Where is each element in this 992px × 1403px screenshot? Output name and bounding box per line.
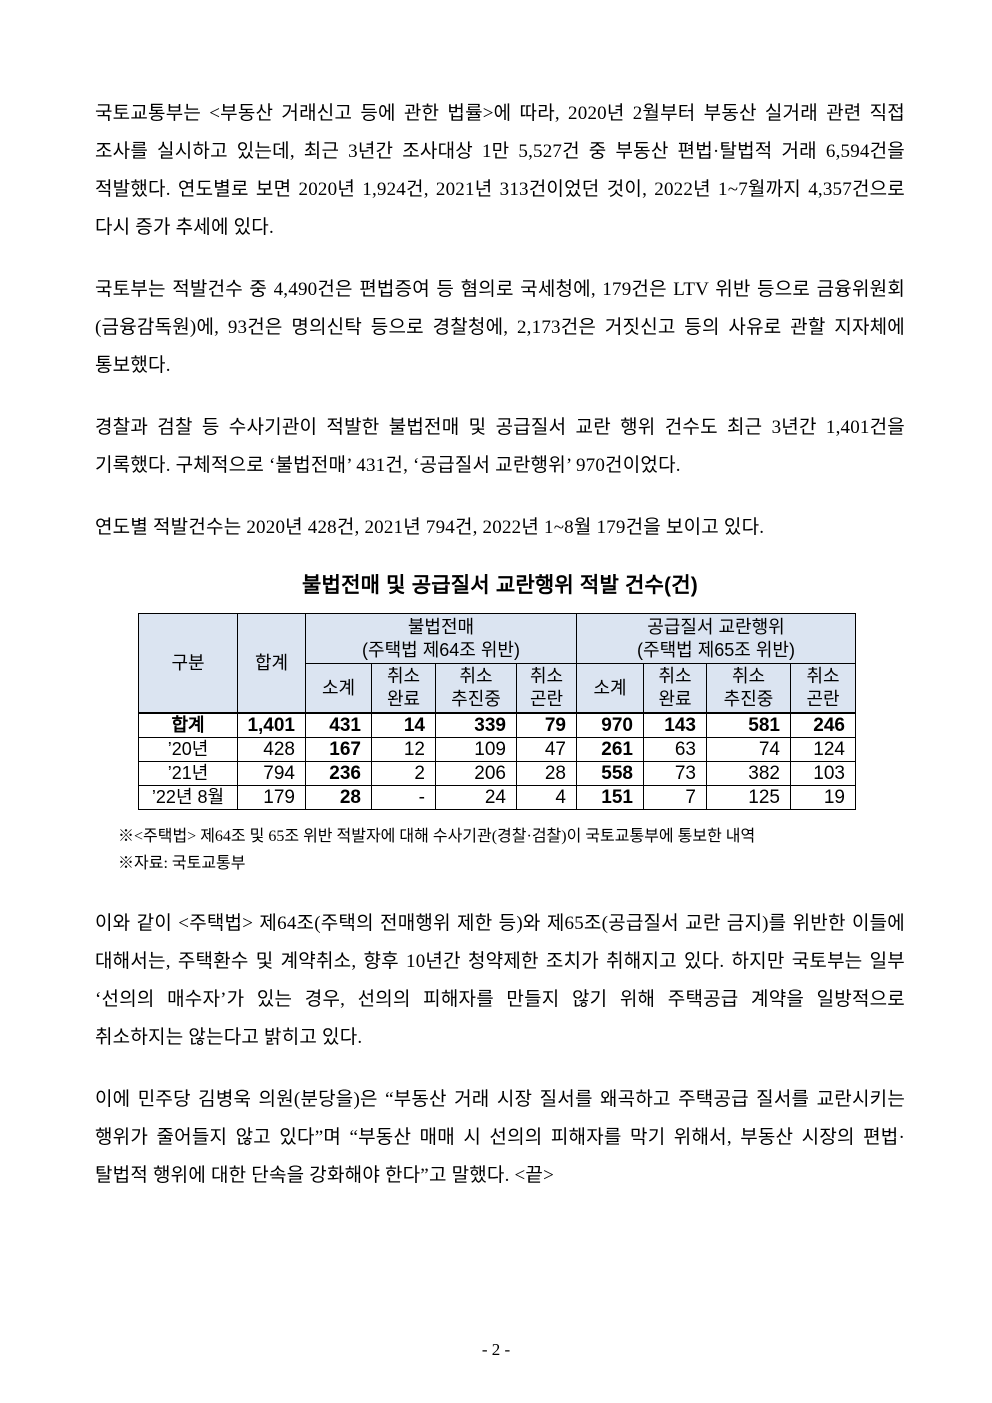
cell-resale-cancel-done: 12 <box>371 737 436 762</box>
cell-resale-cancel-inprogress: 206 <box>435 761 517 786</box>
cell-resale-cancel-difficult: 28 <box>516 761 577 786</box>
cell-resale-subtotal: 167 <box>305 737 372 762</box>
cell-total: 179 <box>237 785 306 810</box>
row-label: ’22년 8월 <box>138 785 238 810</box>
cell-resale-cancel-inprogress: 24 <box>435 785 517 810</box>
cell-resale-subtotal: 431 <box>305 712 372 738</box>
cell-total: 794 <box>237 761 306 786</box>
header-group-supply-disruption-line2: (주택법 제65조 위반) <box>637 639 795 660</box>
subheader-subtotal-1: 소계 <box>305 663 372 714</box>
paragraph-notifications: 국토부는 적발건수 중 4,490건은 편법증여 등 혐의로 국세청에, 179… <box>95 279 905 376</box>
cell-disruption-cancel-done: 143 <box>643 712 707 738</box>
cell-resale-cancel-inprogress: 109 <box>435 737 517 762</box>
table-row-2022-aug: ’22년 8월 179 28 - 24 4 151 7 125 19 <box>138 785 856 810</box>
table-body: 합계 1,401 431 14 339 79 970 143 581 246 ’… <box>138 712 856 810</box>
enforcement-stats-table: 구분 합계 불법전매 (주택법 제64조 위반) 공급질서 교란행위 (주택법 … <box>138 613 856 810</box>
paragraph-illegal-resale-counts: 경찰과 검찰 등 수사기관이 적발한 불법전매 및 공급질서 교란 행위 건수도… <box>95 417 905 476</box>
cell-disruption-cancel-inprogress: 125 <box>706 785 791 810</box>
cell-resale-cancel-done: - <box>371 785 436 810</box>
subheader-cancel-difficult-2: 취소 곤란 <box>790 663 856 714</box>
row-label: ’21년 <box>138 761 238 786</box>
cell-disruption-cancel-difficult: 19 <box>790 785 856 810</box>
cell-disruption-subtotal: 558 <box>576 761 644 786</box>
header-group-illegal-resale-line1: 불법전매 <box>407 616 475 637</box>
table-row-total: 합계 1,401 431 14 339 79 970 143 581 246 <box>138 712 856 738</box>
row-label: ’20년 <box>138 737 238 762</box>
cell-disruption-cancel-done: 73 <box>643 761 707 786</box>
footnotes: ※<주택법> 제64조 및 65조 위반 적발자에 대해 수사기관(경찰·검찰)… <box>118 823 905 877</box>
subheader-cancel-inprogress-1: 취소 추진중 <box>435 663 517 714</box>
cell-total: 428 <box>237 737 306 762</box>
cell-resale-cancel-difficult: 4 <box>516 785 577 810</box>
header-group-illegal-resale: 불법전매 (주택법 제64조 위반) <box>305 613 577 664</box>
page-number: - 2 - <box>481 1340 511 1359</box>
cell-disruption-subtotal: 151 <box>576 785 644 810</box>
cell-disruption-cancel-difficult: 124 <box>790 737 856 762</box>
header-total: 합계 <box>237 613 306 714</box>
paragraph-yearly-counts: 연도별 적발건수는 2020년 428건, 2021년 794건, 2022년 … <box>95 517 765 538</box>
cell-disruption-cancel-inprogress: 74 <box>706 737 791 762</box>
subheader-subtotal-2: 소계 <box>576 663 644 714</box>
cell-total: 1,401 <box>237 712 306 738</box>
cell-disruption-subtotal: 261 <box>576 737 644 762</box>
footnote-data-source: ※자료: 국토교통부 <box>118 855 246 872</box>
table-title: 불법전매 및 공급질서 교란행위 적발 건수(건) <box>302 574 698 597</box>
cell-disruption-cancel-difficult: 246 <box>790 712 856 738</box>
table-row-2021: ’21년 794 236 2 206 28 558 73 382 103 <box>138 761 856 786</box>
cell-resale-cancel-done: 14 <box>371 712 436 738</box>
table-row-2020: ’20년 428 167 12 109 47 261 63 74 124 <box>138 737 856 762</box>
paragraph-lawmaker-quote: 이에 민주당 김병욱 의원(분당을)은 “부동산 거래 시장 질서를 왜곡하고 … <box>95 1089 905 1186</box>
cell-resale-cancel-done: 2 <box>371 761 436 786</box>
header-group-illegal-resale-line2: (주택법 제64조 위반) <box>362 639 520 660</box>
header-group-supply-disruption-line1: 공급질서 교란행위 <box>647 616 785 637</box>
header-gubun: 구분 <box>138 613 238 714</box>
subheader-cancel-inprogress-2: 취소 추진중 <box>706 663 791 714</box>
cell-resale-cancel-difficult: 47 <box>516 737 577 762</box>
cell-disruption-cancel-done: 63 <box>643 737 707 762</box>
paragraph-housing-act-measures: 이와 같이 <주택법> 제64조(주택의 전매행위 제한 등)와 제65조(공급… <box>95 913 905 1048</box>
cell-resale-cancel-difficult: 79 <box>516 712 577 738</box>
subheader-cancel-done-2: 취소 완료 <box>643 663 707 714</box>
subheader-cancel-difficult-1: 취소 곤란 <box>516 663 577 714</box>
footnote-source-note: ※<주택법> 제64조 및 65조 위반 적발자에 대해 수사기관(경찰·검찰)… <box>118 828 756 845</box>
cell-disruption-cancel-inprogress: 382 <box>706 761 791 786</box>
subheader-cancel-done-1: 취소 완료 <box>371 663 436 714</box>
table-header: 구분 합계 불법전매 (주택법 제64조 위반) 공급질서 교란행위 (주택법 … <box>138 613 856 714</box>
header-group-supply-disruption: 공급질서 교란행위 (주택법 제65조 위반) <box>576 613 856 664</box>
row-label: 합계 <box>138 712 238 738</box>
cell-disruption-cancel-difficult: 103 <box>790 761 856 786</box>
cell-disruption-subtotal: 970 <box>576 712 644 738</box>
cell-resale-subtotal: 28 <box>305 785 372 810</box>
cell-disruption-cancel-inprogress: 581 <box>706 712 791 738</box>
cell-resale-subtotal: 236 <box>305 761 372 786</box>
cell-disruption-cancel-done: 7 <box>643 785 707 810</box>
cell-resale-cancel-inprogress: 339 <box>435 712 517 738</box>
paragraph-investigation-overview: 국토교통부는 <부동산 거래신고 등에 관한 법률>에 따라, 2020년 2월… <box>95 103 905 238</box>
